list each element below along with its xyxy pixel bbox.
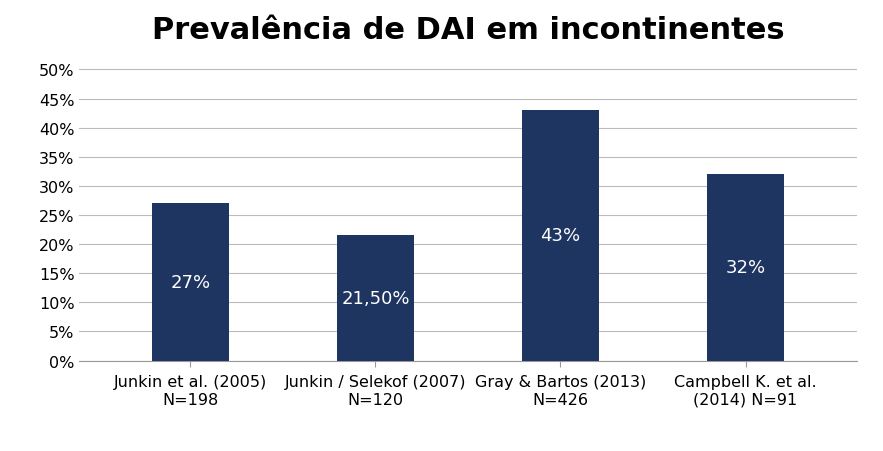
Text: 32%: 32% — [726, 259, 766, 277]
Bar — [336, 236, 414, 361]
Bar — [706, 175, 784, 361]
Text: 43%: 43% — [540, 227, 580, 245]
Bar — [152, 204, 230, 361]
Text: 27%: 27% — [170, 273, 210, 291]
Text: 21,50%: 21,50% — [341, 290, 410, 307]
Title: Prevalência de DAI em incontinentes: Prevalência de DAI em incontinentes — [152, 16, 784, 45]
Bar — [522, 111, 600, 361]
